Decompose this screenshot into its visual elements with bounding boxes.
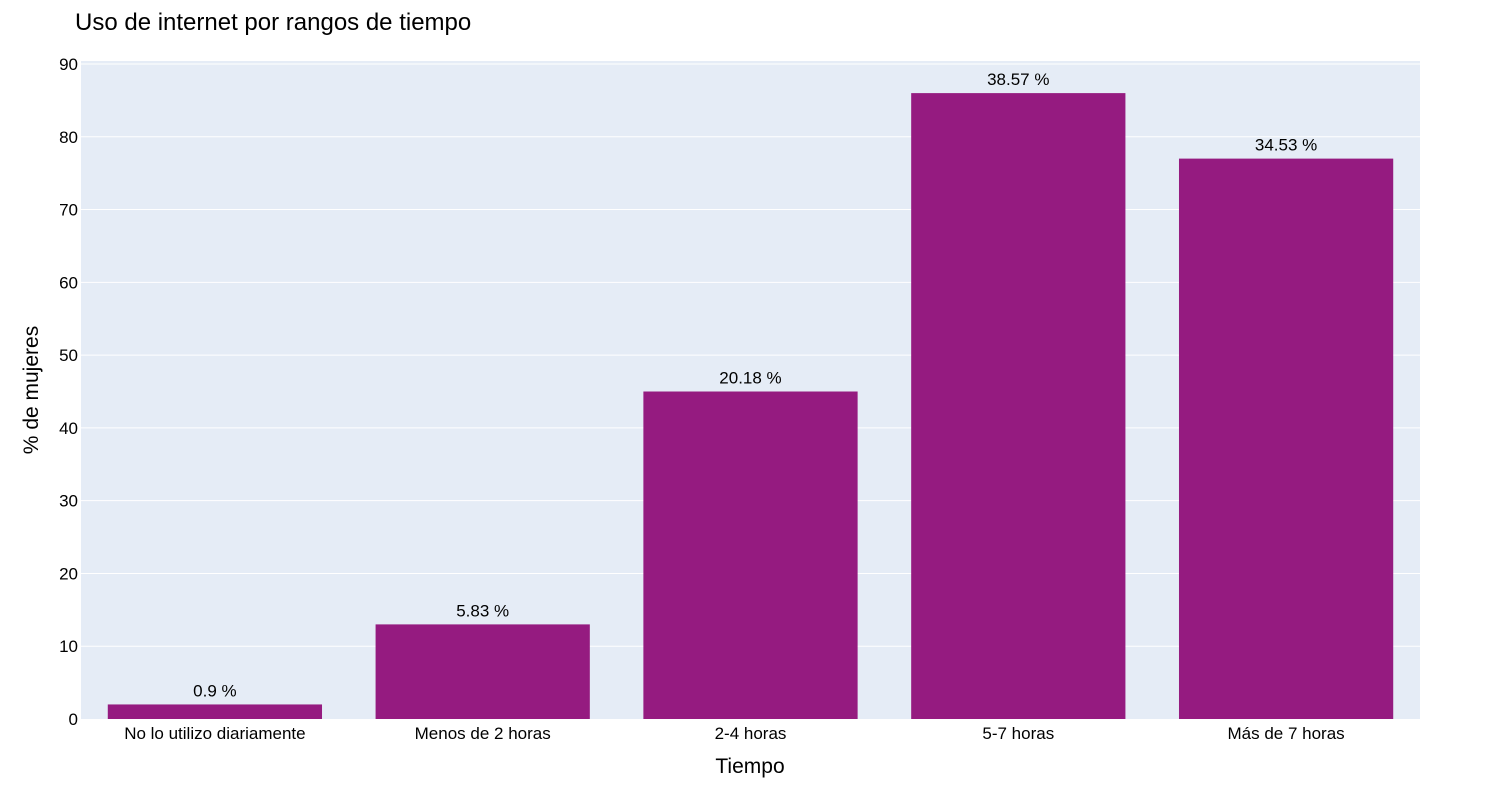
y-tick-label: 30 (59, 492, 78, 511)
y-tick-label: 70 (59, 201, 78, 220)
x-tick-label: 2-4 horas (715, 724, 787, 743)
bar-data-label: 5.83 % (456, 601, 509, 620)
y-tick-label: 90 (59, 55, 78, 74)
bar (1178, 158, 1394, 720)
bar-data-label: 34.53 % (1255, 136, 1317, 155)
y-tick-label: 40 (59, 419, 78, 438)
chart-title: Uso de internet por rangos de tiempo (75, 9, 471, 36)
x-axis-title: Tiempo (715, 755, 784, 778)
bar-data-label: 38.57 % (987, 70, 1049, 89)
y-tick-label: 10 (59, 637, 78, 656)
bar-data-label: 20.18 % (719, 369, 781, 388)
x-tick-label: 5-7 horas (982, 724, 1054, 743)
bar (375, 624, 590, 719)
x-tick-label: No lo utilizo diariamente (124, 724, 305, 743)
bar (643, 391, 858, 719)
bar (911, 93, 1126, 720)
bar-data-label: 0.9 % (193, 681, 236, 700)
bar (107, 704, 323, 719)
y-tick-label: 80 (59, 128, 78, 147)
y-tick-label: 20 (59, 564, 78, 583)
bars: 0.9 % 5.83 % 20.18 % 38.57 % 34.53 % (107, 70, 1394, 720)
y-axis-title: % de mujeres (20, 326, 43, 454)
y-tick-label: 0 (69, 710, 78, 729)
axis-ticks: 0 10 20 30 40 50 60 70 80 90 No lo utilizo diariam… (59, 55, 1345, 743)
x-tick-label: Menos de 2 horas (415, 724, 551, 743)
y-tick-label: 60 (59, 273, 78, 292)
y-tick-label: 50 (59, 346, 78, 365)
x-tick-label: Más de 7 horas (1228, 724, 1345, 743)
